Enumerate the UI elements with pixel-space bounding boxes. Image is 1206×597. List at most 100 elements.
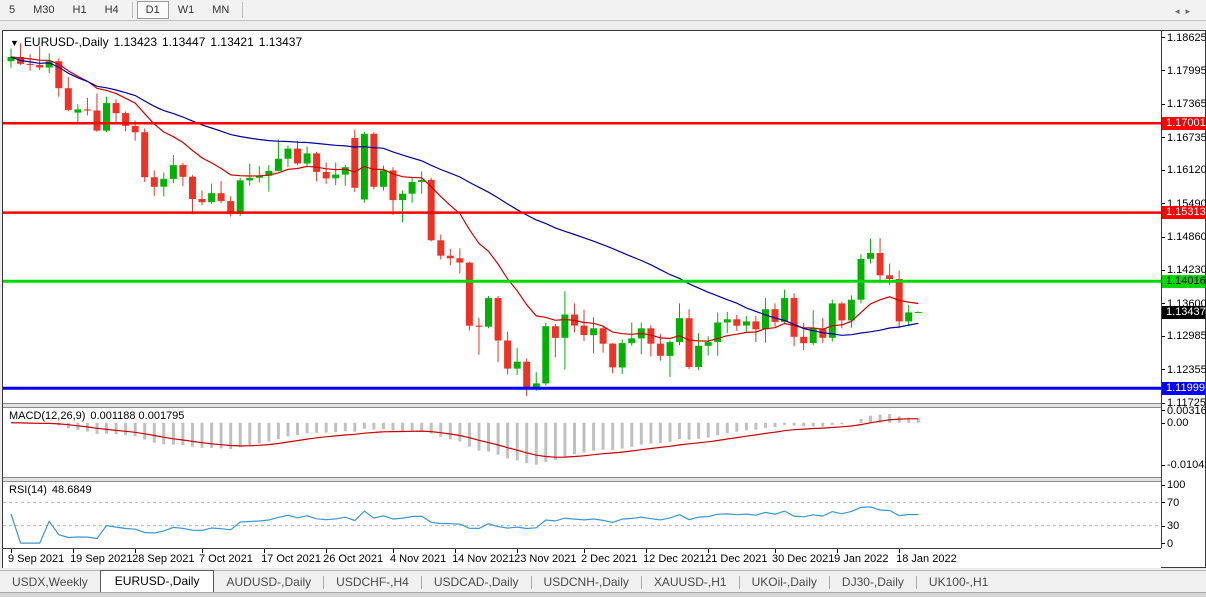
tab-dj30-daily[interactable]: DJ30-,Daily xyxy=(841,575,904,589)
symbol-dropdown-icon[interactable]: ▼ xyxy=(10,38,19,48)
axis-tick-mark xyxy=(1162,269,1165,271)
tab-xauusd-h1[interactable]: XAUUSD-,H1 xyxy=(653,575,727,589)
tab-scroll-left-icon[interactable]: ◂ xyxy=(1174,6,1186,16)
time-tick-mark xyxy=(135,549,137,553)
time-label: 4 Nov 2021 xyxy=(390,553,447,565)
timeframe-button-5[interactable]: 5 xyxy=(9,4,16,16)
axis-tick-mark xyxy=(1162,369,1165,371)
tab-separator xyxy=(420,576,422,589)
timeframe-toolbar: 5 M30 H1 H4 D1 W1 MN xyxy=(0,0,1206,21)
time-tick-mark xyxy=(775,549,776,553)
tab-uk100-h1[interactable]: UK100-,H1 xyxy=(928,575,989,589)
axis-tick-mark xyxy=(1162,410,1165,412)
price-badge-1.15313: 1.15313 xyxy=(1162,206,1206,220)
time-tick-mark xyxy=(517,549,519,553)
macd-values: 0.001188 0.001795 xyxy=(90,410,185,422)
tab-usdx-weekly[interactable]: USDX,Weekly xyxy=(12,575,88,589)
timeframe-button-mn[interactable]: MN xyxy=(212,4,230,16)
price-pane[interactable] xyxy=(3,31,1161,403)
rsi-pane[interactable] xyxy=(3,482,1161,546)
timeframe-button-w1[interactable]: W1 xyxy=(177,4,195,16)
status-strip xyxy=(0,592,1206,597)
price-tick: 1.16120 xyxy=(1167,164,1206,177)
time-tick-mark xyxy=(646,549,648,553)
tab-separator xyxy=(530,576,532,589)
chart-title: ▼ EURUSD-,Daily 1.13423 1.13447 1.13421 1.134… xyxy=(10,35,302,49)
tab-scroll-right-icon[interactable]: ▸ xyxy=(1185,6,1196,16)
quote-close: 1.13437 xyxy=(258,35,303,49)
axis-tick-mark xyxy=(1162,37,1165,39)
time-label: 28 Sep 2021 xyxy=(132,553,195,565)
time-label: 23 Nov 2021 xyxy=(514,553,577,565)
tab-separator xyxy=(738,576,740,589)
rsi-axis-tick: 100 xyxy=(1167,479,1186,492)
price-axis[interactable]: 1.18625 1.17995 1.17365 1.16735 1.16120 1.154… xyxy=(1162,31,1206,550)
axis-tick-mark xyxy=(1162,543,1165,545)
time-label: 19 Sep 2021 xyxy=(70,553,133,565)
price-badge-1.14016: 1.14016 xyxy=(1162,274,1206,288)
time-label: 26 Oct 2021 xyxy=(323,553,384,565)
tab-separator xyxy=(915,576,917,589)
pane-splitter[interactable] xyxy=(3,403,1161,408)
macd-axis-tick: 0.003165 xyxy=(1167,404,1206,417)
axis-tick-mark xyxy=(1162,502,1165,504)
macd-name: MACD(12,26,9) xyxy=(9,410,86,422)
price-axis-separator xyxy=(1161,31,1162,548)
price-tick: 1.11725 xyxy=(1167,397,1206,410)
time-label: 9 Jan 2022 xyxy=(834,553,889,565)
axis-tick-mark xyxy=(1162,137,1165,139)
timeframe-button-h1[interactable]: H1 xyxy=(72,4,87,16)
candlestick-chart[interactable] xyxy=(3,31,1161,403)
tab-separator xyxy=(323,576,325,589)
time-tick-mark xyxy=(708,549,710,553)
axis-tick-mark xyxy=(1162,422,1165,424)
timeframe-button-d1[interactable]: D1 xyxy=(136,1,169,19)
tab-separator xyxy=(640,576,642,589)
rsi-chart[interactable] xyxy=(3,482,1161,546)
time-label: 7 Oct 2021 xyxy=(199,553,253,565)
time-label: 9 Sep 2021 xyxy=(8,553,65,565)
rsi-axis-tick: 30 xyxy=(1167,520,1180,533)
tab-ukoil-daily[interactable]: UKOil-,Daily xyxy=(751,575,817,589)
macd-chart[interactable] xyxy=(3,408,1161,477)
time-tick-mark xyxy=(584,549,585,553)
timeframe-button-h4[interactable]: H4 xyxy=(104,4,119,16)
tab-eurusd-daily[interactable]: EURUSD-,Daily xyxy=(99,570,215,593)
tab-separator xyxy=(828,576,830,589)
price-badge-1.17001: 1.17001 xyxy=(1162,116,1206,130)
rsi-axis-tick: 70 xyxy=(1167,496,1180,509)
time-label: 12 Dec 2021 xyxy=(643,553,706,565)
timeframe-button-m30[interactable]: M30 xyxy=(33,4,55,16)
time-tick-mark xyxy=(326,549,328,553)
price-tick: 1.12355 xyxy=(1167,363,1206,376)
time-label: 17 Oct 2021 xyxy=(261,553,321,565)
price-tick: 1.18625 xyxy=(1167,31,1206,44)
rsi-label: RSI(14) 48.6849 xyxy=(9,484,92,496)
toolbar-separator xyxy=(242,2,244,18)
macd-pane[interactable] xyxy=(3,408,1161,477)
axis-tick-mark xyxy=(1162,402,1165,404)
quote-high: 1.13447 xyxy=(162,35,206,49)
time-tick-mark xyxy=(202,549,203,553)
symbol-name: EURUSD-,Daily xyxy=(23,35,109,49)
tab-usdchf-h4[interactable]: USDCHF-,H4 xyxy=(336,575,409,589)
time-axis[interactable]: 9 Sep 2021 19 Sep 2021 28 Sep 2021 7 Oct 20… xyxy=(3,548,1161,568)
rsi-values: 48.6849 xyxy=(51,484,92,496)
tab-audusd-daily[interactable]: AUDUSD-,Daily xyxy=(226,575,312,589)
tab-usdcnh-daily[interactable]: USDCNH-,Daily xyxy=(543,575,629,589)
time-label: 2 Dec 2021 xyxy=(581,553,638,565)
macd-axis-tick: 0.00 xyxy=(1167,417,1189,430)
time-tick-mark xyxy=(899,549,901,553)
axis-tick-mark xyxy=(1162,103,1165,105)
rsi-axis-tick: 0 xyxy=(1167,537,1174,550)
axis-tick-mark xyxy=(1162,484,1165,486)
price-tick: 1.16735 xyxy=(1167,131,1206,144)
pane-splitter[interactable] xyxy=(3,477,1161,482)
chart-window: ▼ EURUSD-,Daily 1.13423 1.13447 1.13421 1.134… xyxy=(2,30,1206,568)
axis-tick-mark xyxy=(1162,525,1165,527)
symbol-tab-bar: USDX,Weekly EURUSD-,Daily AUDUSD-,Daily USD… xyxy=(0,570,1206,593)
price-tick: 1.17365 xyxy=(1167,98,1206,111)
tab-usdcad-daily[interactable]: USDCAD-,Daily xyxy=(433,575,519,589)
quote-open: 1.13423 xyxy=(113,35,157,49)
